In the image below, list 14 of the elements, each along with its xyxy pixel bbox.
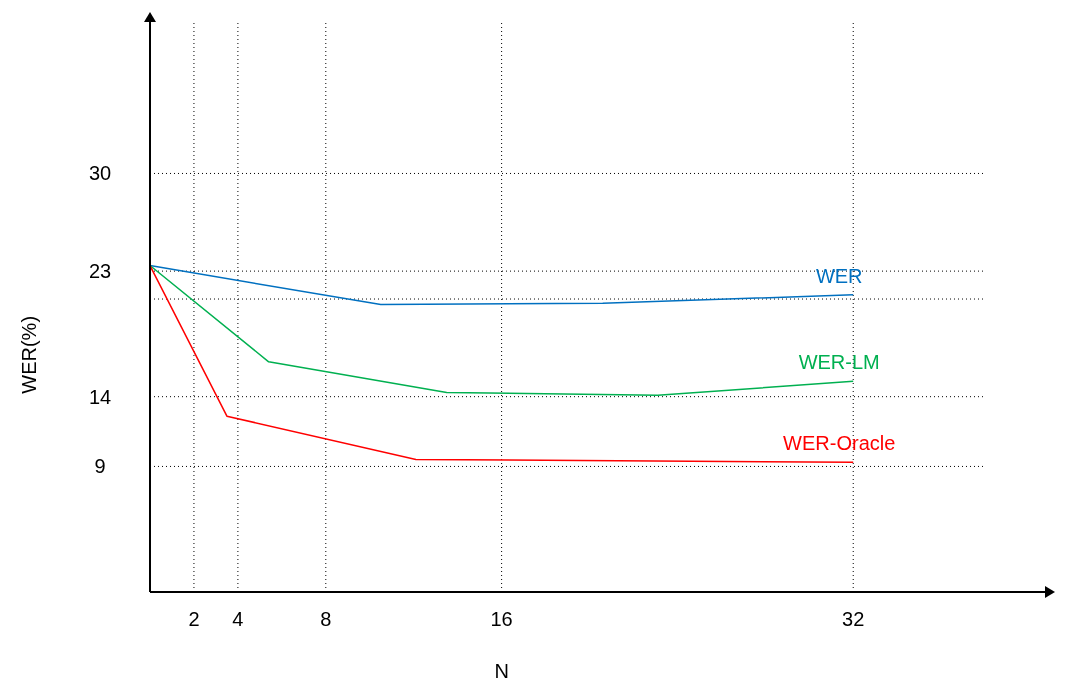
series-label: WER (815, 264, 863, 287)
x-tick-label: 8 (320, 608, 332, 630)
y-axis-title: WER(%) (18, 315, 40, 394)
y-tick-label: 14 (88, 385, 112, 408)
y-tick-label: 9 (94, 455, 106, 478)
x-tick-label: 16 (490, 608, 513, 630)
y-tick-label: 30 (88, 162, 112, 185)
x-tick-label: 2 (188, 608, 200, 630)
series-label: WER-Oracle (783, 432, 896, 455)
y-tick-label: 23 (88, 260, 112, 283)
x-tick-label: 32 (842, 608, 865, 630)
x-tick-label: 4 (232, 608, 244, 630)
series-label: WER-LM (798, 351, 880, 374)
x-axis-title: N (494, 660, 509, 682)
